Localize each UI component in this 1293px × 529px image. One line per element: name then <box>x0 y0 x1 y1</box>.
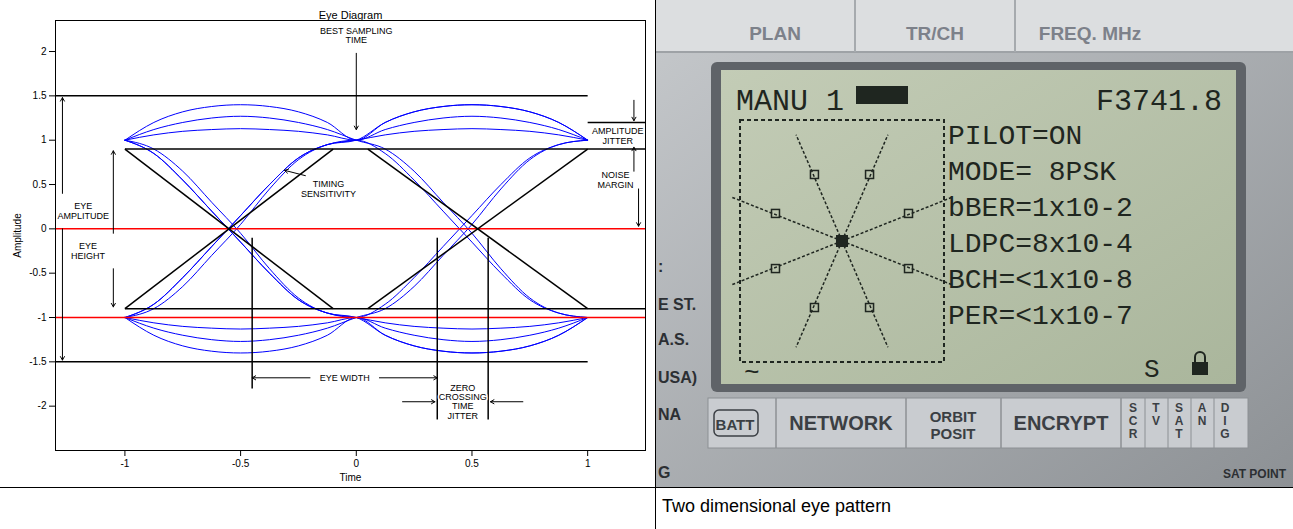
svg-text:-1: -1 <box>38 312 47 323</box>
svg-text:ENCRYPT: ENCRYPT <box>1014 412 1109 434</box>
svg-text:NETWORK: NETWORK <box>789 412 893 434</box>
svg-text:BCH=<1x10-8: BCH=<1x10-8 <box>948 265 1133 296</box>
svg-text:MODE= 8PSK: MODE= 8PSK <box>948 157 1116 188</box>
svg-text:LDPC=8x10-4: LDPC=8x10-4 <box>948 229 1133 260</box>
svg-text:I: I <box>1223 414 1226 428</box>
svg-text:USA): USA) <box>658 369 697 386</box>
svg-text:ZEROCROSSINGTIMEJITTER: ZEROCROSSINGTIMEJITTER <box>439 383 487 421</box>
svg-text:PILOT=ON: PILOT=ON <box>948 121 1082 152</box>
svg-text:1: 1 <box>585 458 591 469</box>
svg-text:~: ~ <box>744 358 760 388</box>
svg-text:NOISEMARGIN: NOISEMARGIN <box>597 170 633 189</box>
svg-text:Eye Diagram: Eye Diagram <box>319 9 383 21</box>
svg-text:D: D <box>1221 401 1230 415</box>
svg-text:0.5: 0.5 <box>465 458 479 469</box>
svg-text:1.5: 1.5 <box>33 90 47 101</box>
svg-text:BATT: BATT <box>716 416 755 433</box>
svg-text:PER=<1x10-7: PER=<1x10-7 <box>948 301 1133 332</box>
svg-text:bBER=1x10-2: bBER=1x10-2 <box>948 193 1133 224</box>
svg-text:-1.5: -1.5 <box>29 356 47 367</box>
svg-text::: : <box>658 258 663 275</box>
svg-text:S: S <box>1144 355 1160 385</box>
svg-text:S: S <box>1175 401 1183 415</box>
svg-text:Time: Time <box>340 472 362 483</box>
svg-text:T: T <box>1175 427 1183 441</box>
svg-text:-1: -1 <box>120 458 129 469</box>
svg-text:BEST SAMPLINGTIME: BEST SAMPLINGTIME <box>320 26 392 45</box>
svg-text:A: A <box>1198 401 1207 415</box>
svg-text:ORBIT: ORBIT <box>930 408 977 425</box>
svg-text:-0.5: -0.5 <box>232 458 250 469</box>
svg-text:G: G <box>1220 427 1229 441</box>
svg-text:EYEAMPLITUDE: EYEAMPLITUDE <box>58 201 110 220</box>
svg-text:0.5: 0.5 <box>33 179 47 190</box>
svg-text:POSIT: POSIT <box>930 425 975 442</box>
svg-text:1: 1 <box>41 134 47 145</box>
svg-text:G: G <box>658 464 670 481</box>
svg-text:A.S.: A.S. <box>658 331 689 348</box>
svg-text:S: S <box>1129 401 1137 415</box>
svg-text:EYEHEIGHT: EYEHEIGHT <box>71 241 106 260</box>
svg-text:-2: -2 <box>38 400 47 411</box>
html-text:Two dimensional eye pattern: Two dimensional eye pattern <box>662 496 892 516</box>
svg-text:0: 0 <box>354 458 360 469</box>
svg-text:V: V <box>1152 414 1160 428</box>
svg-text:R: R <box>1129 427 1138 441</box>
svg-text:NA: NA <box>658 406 682 423</box>
svg-text:Amplitude: Amplitude <box>12 213 23 258</box>
svg-text:C: C <box>1129 414 1138 428</box>
svg-text:FREQ. MHz: FREQ. MHz <box>1039 23 1141 44</box>
svg-text:T: T <box>1152 401 1160 415</box>
svg-text:SAT POINT: SAT POINT <box>1223 467 1287 481</box>
svg-text:0: 0 <box>41 223 47 234</box>
svg-text:F3741.8: F3741.8 <box>1096 85 1222 119</box>
svg-text:E ST.: E ST. <box>658 296 696 313</box>
svg-text:EYE WIDTH: EYE WIDTH <box>320 373 370 383</box>
svg-text:PLAN: PLAN <box>749 23 801 44</box>
svg-text:N: N <box>1198 414 1207 428</box>
svg-text:2: 2 <box>41 46 47 57</box>
svg-text:TIMINGSENSITIVITY: TIMINGSENSITIVITY <box>301 179 356 198</box>
svg-text:TR/CH: TR/CH <box>906 23 964 44</box>
svg-text:MANU 1: MANU 1 <box>736 85 844 119</box>
svg-text:A: A <box>1175 414 1184 428</box>
svg-text:AMPLITUDEJITTER: AMPLITUDEJITTER <box>592 126 644 145</box>
svg-text:-0.5: -0.5 <box>29 267 47 278</box>
